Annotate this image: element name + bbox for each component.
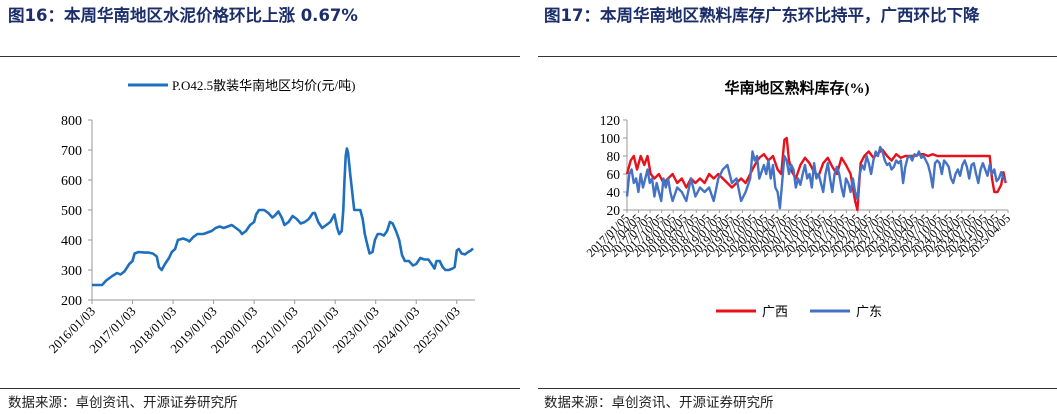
- y-tick-label: 500: [61, 204, 82, 219]
- y-tick-label: 80: [607, 149, 621, 164]
- cement-price-chart: P.O42.5散装华南地区均价(元/吨) 200 300 400 500 600 700 80…: [46, 78, 475, 356]
- y-tick-label: 20: [607, 203, 621, 218]
- source-rule: [0, 388, 520, 389]
- price-series-line: [92, 147, 474, 287]
- legend-label: P.O42.5散装华南地区均价(元/吨): [172, 78, 355, 93]
- title-rule: [0, 56, 520, 57]
- chart-title: 华南地区熟料库存(%): [725, 79, 870, 97]
- figure-17-source: 数据来源：卓创资讯、开源证券研究所: [544, 395, 774, 411]
- figure-17-panel: 图17：本周华南地区熟料库存广东环比持平，广西环比下降 华南地区熟料库存(%) 2…: [538, 0, 1057, 414]
- figure-16-source: 数据来源：卓创资讯、开源证券研究所: [8, 395, 238, 411]
- y-tick-label: 100: [600, 131, 621, 146]
- title-rule: [538, 56, 1057, 57]
- figure-16-title: 图16：本周华南地区水泥价格环比上涨 0.67%: [8, 6, 358, 25]
- y-tick-label: 800: [61, 114, 82, 129]
- legend-label-guangdong: 广东: [856, 304, 882, 319]
- y-tick-label: 700: [61, 144, 82, 159]
- clinker-inventory-chart: 华南地区熟料库存(%)204060801001202017/01/052017/…: [584, 79, 1014, 319]
- y-tick-label: 600: [61, 174, 82, 189]
- figure-17-title: 图17：本周华南地区熟料库存广东环比持平，广西环比下降: [544, 6, 980, 25]
- y-tick-label: 200: [61, 294, 82, 309]
- figure-16-panel: 图16：本周华南地区水泥价格环比上涨 0.67% P.O42.5散装华南地区均价…: [0, 0, 520, 414]
- legend-label-guangxi: 广西: [762, 304, 788, 319]
- guangxi-series-line: [625, 136, 1007, 212]
- y-tick-label: 60: [607, 167, 621, 182]
- y-tick-label: 300: [61, 264, 82, 279]
- y-tick-label: 40: [607, 185, 621, 200]
- source-rule: [538, 388, 1057, 389]
- y-tick-label: 120: [600, 113, 621, 128]
- y-tick-label: 400: [61, 234, 82, 249]
- guangdong-series-line: [625, 145, 1007, 210]
